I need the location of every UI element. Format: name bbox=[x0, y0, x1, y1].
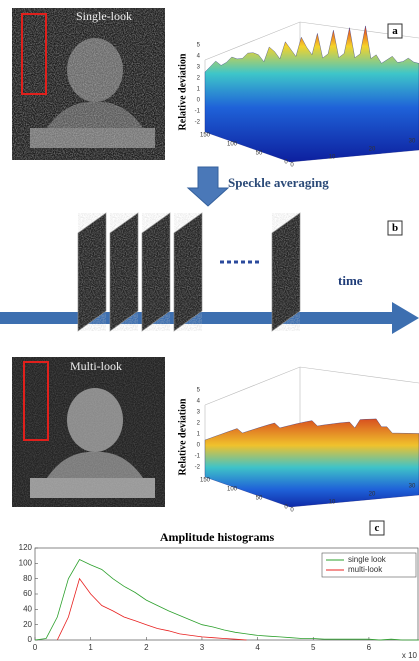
down-arrow bbox=[188, 167, 228, 206]
chart-title: Amplitude histograms bbox=[160, 530, 275, 544]
x-tick-label: 0 bbox=[33, 643, 38, 652]
x-tick-label: 3 bbox=[200, 643, 205, 652]
x-multiplier: x 10 bbox=[402, 651, 418, 660]
y-tick-label: 150 bbox=[200, 133, 211, 139]
z-tick-label: 1 bbox=[197, 432, 201, 438]
y-tick-label: 100 bbox=[227, 142, 238, 148]
panel-letter: b bbox=[392, 222, 398, 234]
x-tick-label: 5 bbox=[311, 643, 316, 652]
surface bbox=[205, 419, 419, 507]
z-axis-label: Relative deviation bbox=[177, 53, 188, 130]
x-tick-label: 0 bbox=[290, 163, 294, 169]
z-tick-label: 4 bbox=[197, 54, 201, 60]
y-tick-label: 50 bbox=[256, 151, 263, 157]
x-tick-label: 10 bbox=[329, 500, 336, 506]
z-axis-label: Relative deviation bbox=[177, 398, 188, 475]
z-tick-label: 5 bbox=[197, 388, 201, 394]
legend-label: multi-look bbox=[348, 565, 383, 574]
x-tick-label: 0 bbox=[290, 508, 294, 514]
y-tick-label: 100 bbox=[19, 558, 33, 567]
y-tick-label: 120 bbox=[19, 543, 33, 552]
panel-letter: c bbox=[375, 522, 380, 534]
z-tick-label: 5 bbox=[197, 43, 201, 49]
z-tick-label: 0 bbox=[197, 443, 201, 449]
x-tick-label: 1 bbox=[88, 643, 93, 652]
x-tick-label: 20 bbox=[369, 492, 376, 498]
z-tick-label: -2 bbox=[195, 465, 201, 471]
multi-look-image: Multi-look bbox=[12, 357, 165, 507]
panel-label: c bbox=[370, 521, 384, 535]
x-tick-label: 30 bbox=[409, 484, 416, 490]
image-label: Multi-look bbox=[70, 359, 122, 373]
arrow-label: Speckle averaging bbox=[228, 175, 329, 190]
z-tick-label: 3 bbox=[197, 65, 201, 71]
legend-label: single look bbox=[348, 555, 387, 564]
single-look-image: Single-look bbox=[12, 8, 165, 160]
z-tick-label: -2 bbox=[195, 120, 201, 126]
z-tick-label: 3 bbox=[197, 410, 201, 416]
y-tick-label: 50 bbox=[256, 496, 263, 502]
figure: Single-look Relative deviation543210-1-2… bbox=[0, 0, 419, 661]
x-tick-label: 4 bbox=[255, 643, 260, 652]
z-tick-label: -1 bbox=[195, 109, 201, 115]
x-tick-label: 6 bbox=[367, 643, 372, 652]
panel-label: b bbox=[388, 221, 402, 235]
y-tick-label: 100 bbox=[227, 487, 238, 493]
image-label: Single-look bbox=[76, 9, 132, 23]
x-tick-label: 30 bbox=[409, 139, 416, 145]
time-label: time bbox=[338, 273, 363, 288]
y-tick-label: 20 bbox=[23, 620, 32, 629]
panel-letter: a bbox=[392, 25, 398, 37]
x-tick-label: 2 bbox=[144, 643, 149, 652]
x-tick-label: 10 bbox=[329, 155, 336, 161]
time-arrow bbox=[0, 302, 419, 334]
z-tick-label: 2 bbox=[197, 421, 201, 427]
z-tick-label: 0 bbox=[197, 98, 201, 104]
surface bbox=[205, 26, 419, 162]
y-tick-label: 40 bbox=[23, 604, 32, 613]
z-tick-label: 2 bbox=[197, 76, 201, 82]
y-tick-label: 80 bbox=[23, 574, 32, 583]
z-tick-label: 1 bbox=[197, 87, 201, 93]
y-tick-label: 60 bbox=[23, 589, 32, 598]
z-tick-label: -1 bbox=[195, 454, 201, 460]
panel-label: a bbox=[388, 24, 402, 38]
y-tick-label: 150 bbox=[200, 478, 211, 484]
x-tick-label: 20 bbox=[369, 147, 376, 153]
z-tick-label: 4 bbox=[197, 399, 201, 405]
